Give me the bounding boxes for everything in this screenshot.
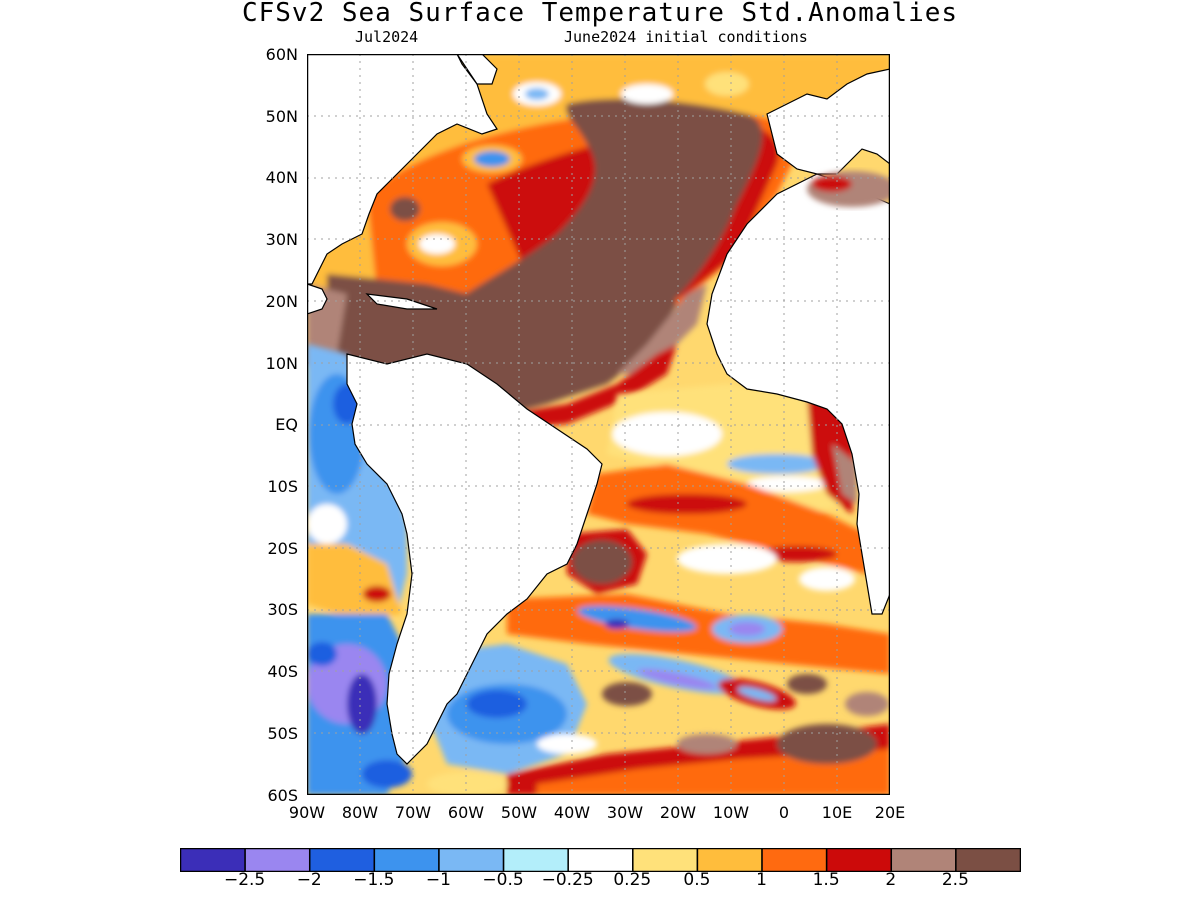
labrador [456, 54, 498, 85]
colorbar-tick-label: −0.5 [482, 870, 524, 890]
lon-label-60w: 60W [447, 803, 485, 822]
lat-label-10n: 10N [265, 354, 298, 373]
colorbar-tick-label: 2.5 [941, 870, 969, 890]
colorbar-swatch [438, 848, 505, 872]
lat-label-10s: 10S [267, 477, 298, 496]
lon-label-90w: 90W [288, 803, 326, 822]
colorbar-swatch [308, 848, 376, 872]
colorbar-swatch [825, 848, 893, 872]
colorbar-tick-label: −0.25 [541, 870, 594, 890]
lat-label-eq: EQ [275, 415, 298, 434]
lat-label-60s: 60S [267, 786, 298, 805]
colorbar-tick-label: 2 [885, 870, 897, 890]
initial-conditions-label: June2024 initial conditions [564, 28, 808, 46]
colorbar-tick-label: −2 [296, 870, 322, 890]
lon-label-20w: 20W [659, 803, 697, 822]
north-atlantic-anomalies [307, 54, 890, 429]
south-atlantic-anomalies [427, 384, 890, 795]
colorbar-swatch [244, 848, 311, 872]
africa [706, 173, 890, 615]
colorbar-swatch [955, 848, 1021, 872]
map-title: CFSv2 Sea Surface Temperature Std.Anomal… [241, 0, 959, 28]
colorbar [180, 848, 1021, 872]
colorbar-swatch [567, 848, 634, 872]
lon-label-30w: 30W [606, 803, 644, 822]
lat-label-30s: 30S [267, 600, 298, 619]
map-svg [307, 54, 890, 795]
colorbar-tick-label: 1 [756, 870, 767, 890]
colorbar-tick-label: 0.5 [683, 870, 711, 890]
lat-label-50s: 50S [267, 724, 298, 743]
sst-anomaly-map [307, 54, 890, 795]
north-america [307, 54, 498, 285]
colorbar-swatch [180, 848, 246, 872]
colorbar-tick-label: 0.25 [613, 870, 652, 890]
colorbar-tick-label: −1.5 [353, 870, 395, 890]
lat-label-50n: 50N [265, 107, 298, 126]
colorbar-swatch [632, 848, 699, 872]
lat-label-30n: 30N [265, 230, 298, 249]
lon-label-80w: 80W [341, 803, 379, 822]
mediterranean-anomaly [807, 171, 890, 207]
colorbar-swatch [761, 848, 828, 872]
lon-label-10e: 10E [821, 803, 853, 822]
colorbar-swatch [890, 848, 957, 872]
colorbar-tick-label: −2.5 [223, 870, 266, 890]
pacific-anomalies [307, 344, 412, 795]
colorbar-tick-label: 1.5 [812, 870, 840, 890]
lat-label-60n: 60N [265, 45, 298, 64]
lat-label-20s: 20S [267, 539, 298, 558]
lat-label-40n: 40N [265, 168, 298, 187]
lat-label-40s: 40S [267, 662, 298, 681]
lat-label-20n: 20N [265, 292, 298, 311]
colorbar-tick-label: −1 [425, 870, 451, 890]
lon-label-40w: 40W [553, 803, 591, 822]
map-border [307, 54, 890, 795]
valid-month-label: Jul2024 [355, 28, 419, 46]
lon-label-20e: 20E [874, 803, 906, 822]
colorbar-swatch [696, 848, 763, 872]
land-masses [307, 54, 890, 765]
grid-lines [307, 54, 890, 795]
lon-label-0: 0 [778, 803, 790, 822]
central-america [307, 283, 328, 315]
lon-label-10w: 10W [712, 803, 750, 822]
greater-antilles [365, 293, 438, 310]
europe [766, 68, 890, 175]
colorbar-swatch [502, 848, 569, 872]
lon-label-50w: 50W [500, 803, 538, 822]
south-america [346, 353, 603, 765]
lon-label-70w: 70W [394, 803, 432, 822]
colorbar-swatch [373, 848, 440, 872]
